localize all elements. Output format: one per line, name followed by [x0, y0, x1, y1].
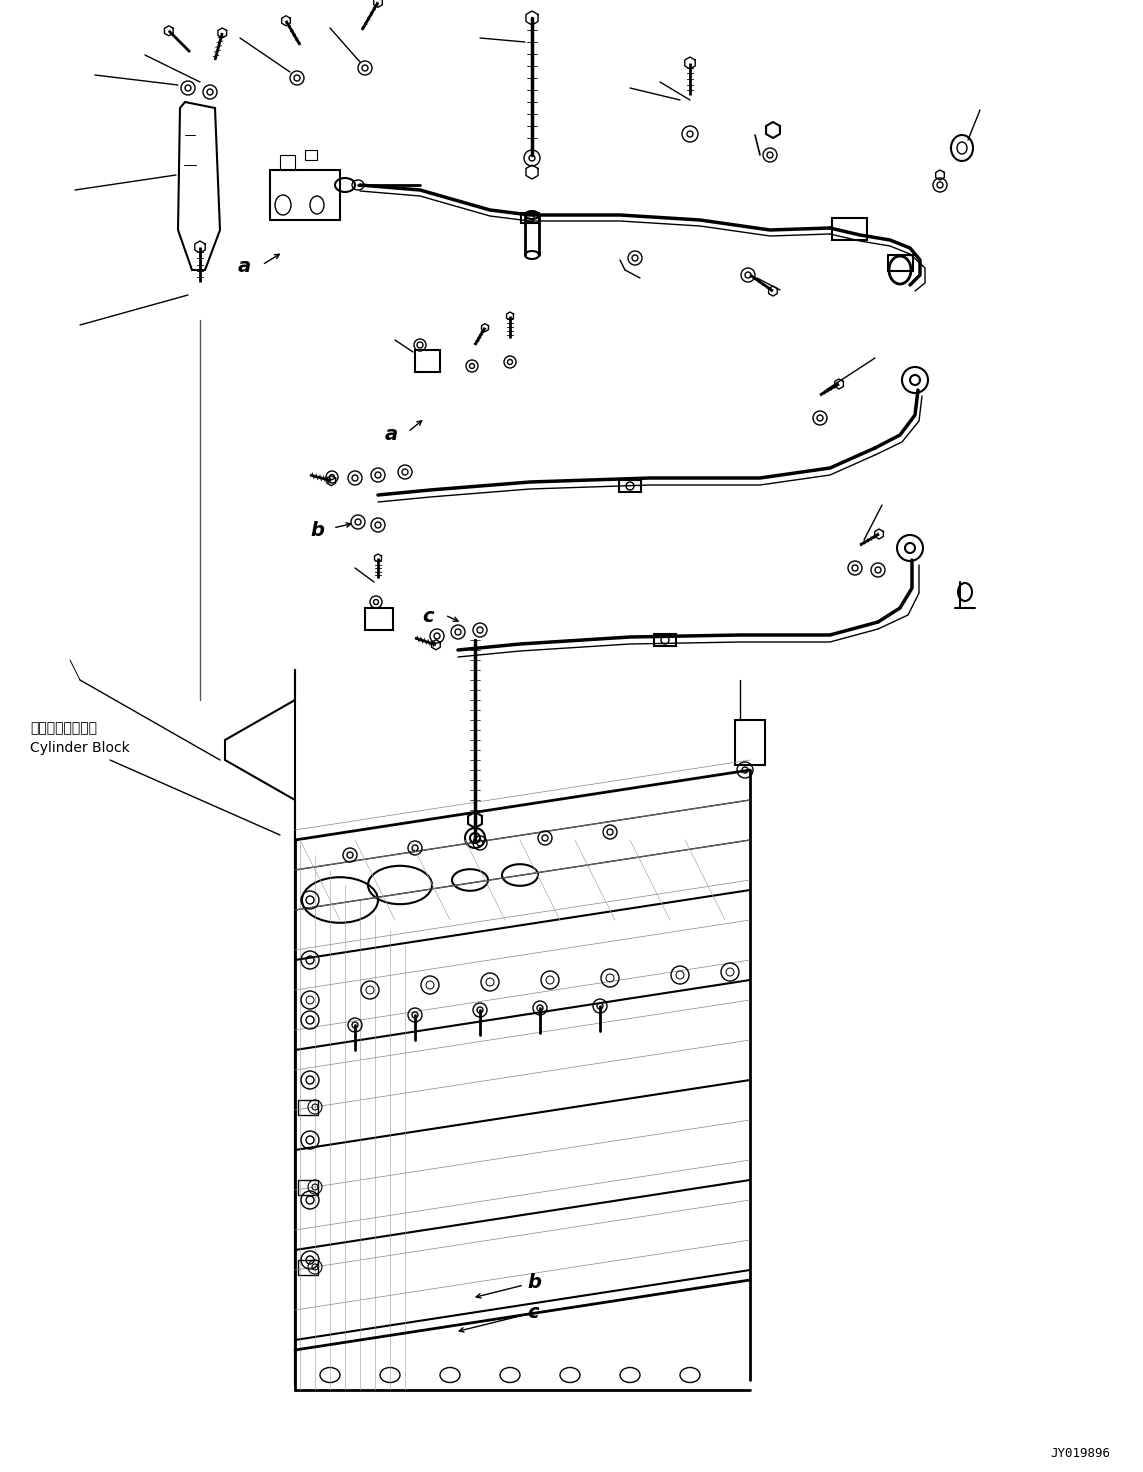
Bar — [298, 1260, 318, 1275]
Bar — [654, 634, 676, 646]
Bar — [521, 213, 539, 222]
Text: c: c — [527, 1303, 538, 1322]
Text: b: b — [310, 521, 323, 540]
Bar — [298, 1100, 318, 1114]
Text: a: a — [238, 258, 251, 277]
Text: c: c — [422, 608, 433, 627]
Bar — [735, 720, 765, 765]
Bar — [365, 608, 393, 630]
Bar — [305, 150, 317, 160]
Bar — [620, 480, 641, 492]
Bar — [298, 1181, 318, 1195]
Text: a: a — [385, 425, 398, 445]
Text: シリンダブロック: シリンダブロック — [30, 721, 97, 735]
Bar — [415, 350, 440, 372]
Text: Cylinder Block: Cylinder Block — [30, 740, 130, 755]
Bar — [832, 218, 868, 240]
Text: b: b — [527, 1272, 541, 1291]
Bar — [888, 255, 913, 271]
Bar — [270, 169, 339, 219]
Bar — [280, 155, 295, 169]
Text: JY019896: JY019896 — [1050, 1447, 1110, 1460]
